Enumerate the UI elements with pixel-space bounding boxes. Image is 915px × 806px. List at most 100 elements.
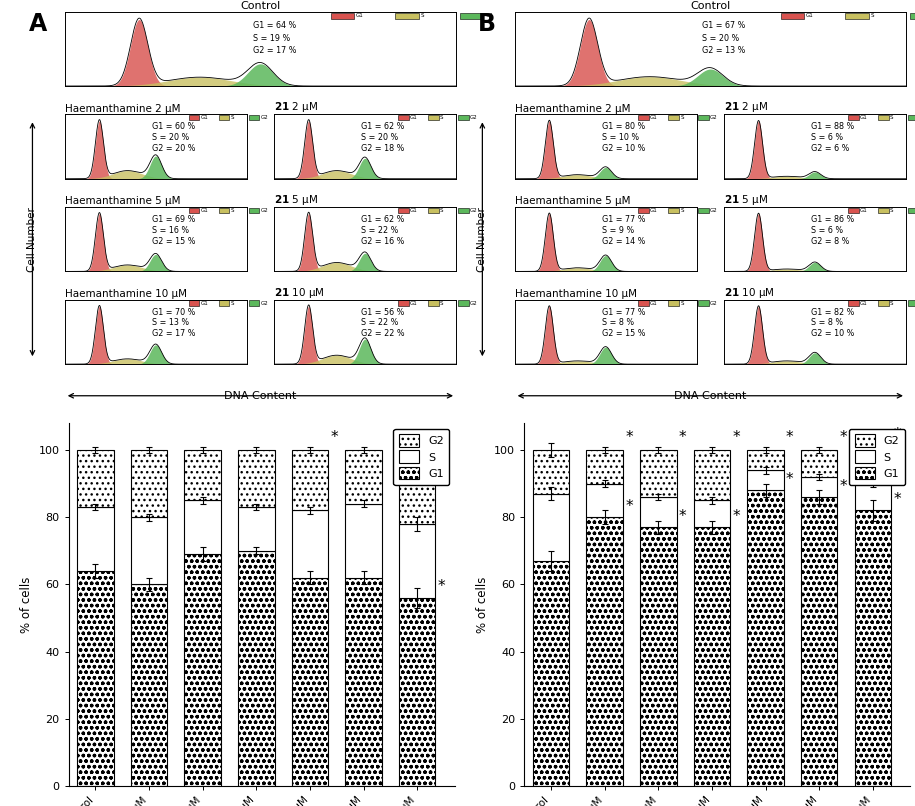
Text: *: * (786, 430, 793, 445)
Bar (398, 115, 409, 120)
Text: G2 = 22 %: G2 = 22 % (361, 330, 405, 339)
Bar (238, 550, 274, 786)
Text: Haemanthamine 5 μM: Haemanthamine 5 μM (65, 197, 180, 206)
Text: S = 8 %: S = 8 % (602, 318, 634, 327)
Bar (694, 501, 730, 527)
Text: G1: G1 (356, 13, 364, 19)
Text: G2 = 15 %: G2 = 15 % (602, 330, 646, 339)
Bar (639, 301, 650, 305)
Bar (131, 584, 167, 786)
Text: G2 = 20 %: G2 = 20 % (152, 144, 196, 153)
Text: G2: G2 (261, 208, 268, 213)
Text: *: * (840, 479, 847, 493)
Text: S = 16 %: S = 16 % (152, 226, 189, 235)
Text: G2 = 10 %: G2 = 10 % (602, 144, 645, 153)
Bar (238, 507, 274, 550)
Bar (669, 301, 679, 305)
Bar (395, 13, 419, 19)
Text: G1 = 67 %: G1 = 67 % (703, 21, 746, 30)
Text: Cell Number: Cell Number (478, 207, 488, 272)
Bar (427, 301, 438, 305)
Text: S: S (439, 208, 443, 213)
Text: S: S (680, 301, 684, 305)
Text: G2: G2 (469, 115, 478, 120)
Bar (188, 208, 199, 213)
Bar (908, 115, 915, 120)
Bar (399, 598, 436, 786)
Text: G1: G1 (410, 301, 417, 305)
Bar (219, 115, 230, 120)
Text: S: S (871, 13, 874, 19)
Bar (185, 501, 221, 555)
Bar (77, 571, 113, 786)
Text: S = 22 %: S = 22 % (361, 318, 399, 327)
Bar (185, 450, 221, 501)
Bar (398, 301, 409, 305)
Bar (249, 115, 260, 120)
Text: G1 = 77 %: G1 = 77 % (602, 215, 646, 224)
Bar (533, 561, 569, 786)
Text: G1 = 62 %: G1 = 62 % (361, 215, 404, 224)
Text: *: * (893, 426, 901, 442)
Text: G1 = 64 %: G1 = 64 % (253, 21, 296, 30)
Bar (77, 507, 113, 571)
Text: G1: G1 (410, 208, 417, 213)
Text: G2 = 8 %: G2 = 8 % (812, 237, 850, 246)
Text: S: S (231, 208, 234, 213)
Bar (908, 301, 915, 305)
Bar (458, 301, 468, 305)
Text: S: S (889, 115, 893, 120)
Text: *: * (840, 430, 847, 445)
Bar (908, 208, 915, 213)
Text: *: * (679, 430, 686, 445)
Text: G1: G1 (859, 301, 867, 305)
Bar (460, 13, 483, 19)
Bar (639, 115, 650, 120)
Bar (855, 484, 891, 510)
Text: S = 6 %: S = 6 % (812, 226, 844, 235)
Bar (331, 13, 354, 19)
Text: $\mathbf{21}$ 2 μM: $\mathbf{21}$ 2 μM (724, 101, 768, 114)
Text: G1 = 56 %: G1 = 56 % (361, 308, 404, 317)
Bar (698, 208, 709, 213)
Bar (748, 470, 784, 490)
Bar (669, 115, 679, 120)
Text: G2 = 17 %: G2 = 17 % (152, 330, 196, 339)
Text: S: S (421, 13, 425, 19)
Bar (292, 450, 328, 510)
Text: $\mathbf{21}$ 5 μM: $\mathbf{21}$ 5 μM (274, 193, 318, 207)
Bar (219, 208, 230, 213)
Text: S: S (439, 301, 443, 305)
Text: *: * (786, 472, 793, 487)
Text: G1 = 77 %: G1 = 77 % (602, 308, 646, 317)
Bar (877, 115, 888, 120)
Text: G1: G1 (806, 13, 813, 19)
Bar (427, 115, 438, 120)
Text: *: * (679, 509, 686, 524)
Text: Cell Number: Cell Number (27, 207, 38, 272)
Bar (801, 450, 837, 477)
Text: G2: G2 (469, 208, 478, 213)
Text: G1 = 69 %: G1 = 69 % (152, 215, 196, 224)
Text: S: S (680, 115, 684, 120)
Bar (855, 510, 891, 786)
Text: Haemanthamine 10 μM: Haemanthamine 10 μM (65, 289, 187, 299)
Bar (801, 497, 837, 786)
Bar (77, 450, 113, 507)
Text: G2: G2 (469, 301, 478, 305)
Bar (292, 578, 328, 786)
Bar (185, 555, 221, 786)
Text: *: * (330, 430, 338, 445)
Text: G1: G1 (859, 115, 867, 120)
Bar (398, 208, 409, 213)
Bar (131, 450, 167, 517)
Bar (847, 301, 858, 305)
Text: S = 20 %: S = 20 % (361, 133, 399, 142)
Bar (345, 578, 382, 786)
Bar (399, 524, 436, 598)
Text: S = 20 %: S = 20 % (152, 133, 189, 142)
Text: S = 9 %: S = 9 % (602, 226, 634, 235)
Bar (639, 208, 650, 213)
Bar (249, 208, 260, 213)
Bar (188, 115, 199, 120)
